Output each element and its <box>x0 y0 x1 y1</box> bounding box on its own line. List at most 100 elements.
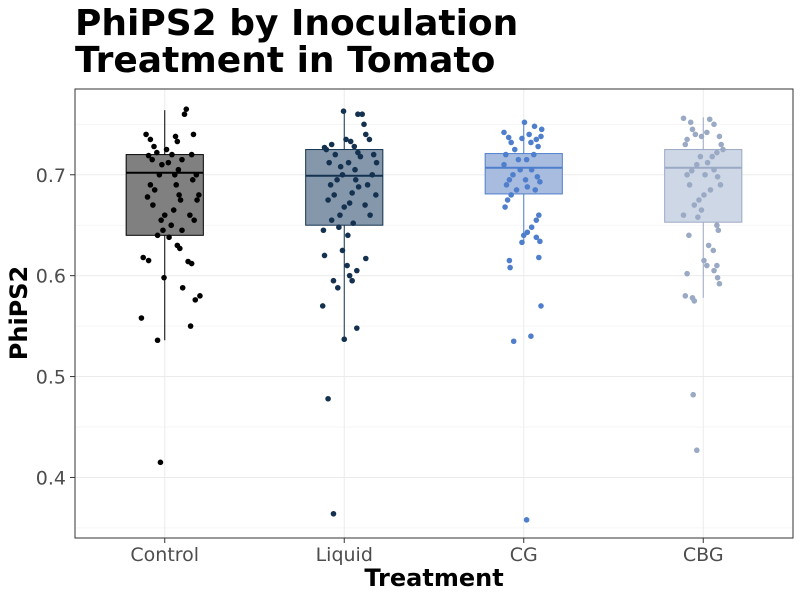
data-point <box>154 337 161 344</box>
data-point <box>704 159 711 166</box>
data-point <box>503 151 509 158</box>
data-point <box>501 129 507 136</box>
data-point <box>696 197 702 203</box>
data-point <box>370 151 377 158</box>
data-point <box>521 119 528 126</box>
x-tick-label-cg: CG <box>510 544 538 566</box>
data-point <box>369 171 376 178</box>
data-point <box>688 167 695 174</box>
data-point <box>337 212 343 218</box>
data-point <box>168 222 175 229</box>
data-point <box>172 133 179 140</box>
data-point <box>361 121 367 128</box>
data-point <box>711 121 717 128</box>
data-point <box>714 173 721 180</box>
data-point <box>513 187 520 193</box>
data-point <box>682 141 689 148</box>
data-point <box>145 152 152 159</box>
data-point <box>519 239 525 246</box>
data-point <box>319 303 326 309</box>
data-point <box>192 297 199 303</box>
data-point <box>523 156 530 163</box>
data-point <box>714 149 720 156</box>
data-point <box>691 202 698 208</box>
data-point <box>533 136 540 143</box>
data-point <box>336 224 342 231</box>
points-liquid <box>319 108 380 517</box>
data-point <box>151 187 158 193</box>
data-point <box>532 187 539 193</box>
data-point <box>140 254 147 261</box>
data-point <box>144 194 151 200</box>
data-point <box>149 156 155 163</box>
data-point <box>321 252 328 259</box>
data-point <box>344 262 350 269</box>
data-point <box>346 272 353 279</box>
data-point <box>718 141 724 148</box>
data-point <box>680 115 687 122</box>
data-point <box>147 182 154 188</box>
data-point <box>526 131 532 138</box>
data-point <box>330 510 337 517</box>
data-point <box>177 197 184 203</box>
data-point <box>506 177 513 183</box>
data-point <box>341 204 348 210</box>
data-point <box>515 156 522 163</box>
data-point <box>166 234 172 241</box>
data-point <box>188 260 195 267</box>
data-point <box>505 134 512 141</box>
data-point <box>698 133 705 140</box>
data-point <box>364 182 371 188</box>
jitter-points <box>138 106 726 523</box>
data-point <box>352 166 358 173</box>
data-point <box>349 190 355 196</box>
data-point <box>504 197 511 203</box>
data-point <box>711 166 717 173</box>
x-tick-label-liquid: Liquid <box>316 544 373 566</box>
data-point <box>350 220 357 226</box>
data-point <box>684 171 690 178</box>
data-point <box>705 242 712 249</box>
data-point <box>357 153 364 160</box>
data-point <box>193 171 200 178</box>
data-point <box>328 141 335 148</box>
data-point <box>538 126 545 133</box>
data-point <box>704 262 710 269</box>
data-point <box>507 264 513 271</box>
data-point <box>523 517 530 523</box>
data-point <box>528 333 534 340</box>
data-point <box>325 395 331 402</box>
data-point <box>717 182 724 188</box>
data-point <box>354 267 360 274</box>
data-point <box>176 192 182 198</box>
data-point <box>508 192 514 198</box>
y-tick-label-1: 0.5 <box>36 367 66 389</box>
data-point <box>351 143 358 150</box>
data-point <box>690 391 696 398</box>
data-point <box>695 214 701 220</box>
data-point <box>691 298 698 304</box>
data-point <box>191 217 197 223</box>
data-point <box>147 136 154 143</box>
data-point <box>524 184 531 190</box>
data-point <box>502 204 508 210</box>
data-point <box>158 217 164 223</box>
data-point <box>179 156 185 163</box>
data-point <box>339 247 346 254</box>
data-point <box>362 131 369 138</box>
data-point <box>331 192 337 198</box>
data-point <box>517 166 523 173</box>
data-point <box>701 192 707 198</box>
data-point <box>680 212 687 218</box>
data-point <box>684 270 690 277</box>
boxes <box>125 110 743 341</box>
data-point <box>373 159 380 166</box>
data-point <box>709 153 716 160</box>
data-point <box>346 200 353 206</box>
data-point <box>326 159 332 166</box>
data-point <box>190 131 197 138</box>
data-point <box>367 212 373 218</box>
data-point <box>501 161 507 168</box>
data-point <box>327 182 334 188</box>
